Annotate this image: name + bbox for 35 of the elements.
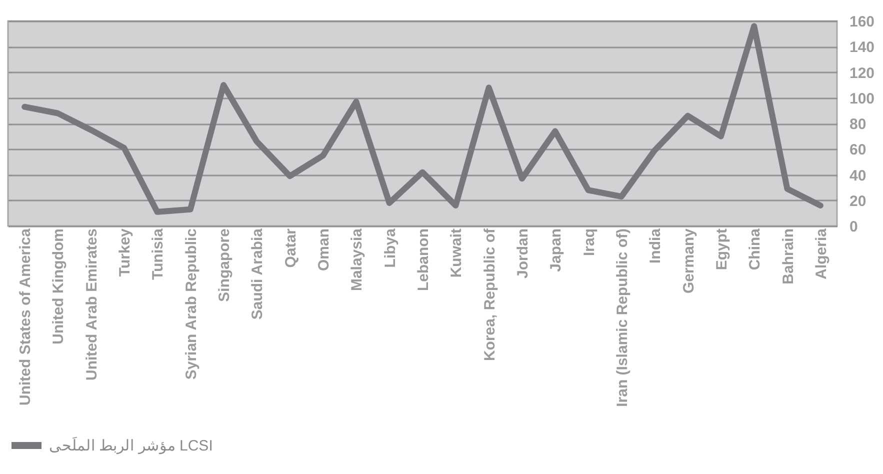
x-tick-label: Libya — [382, 228, 399, 268]
y-tick-label: 40 — [850, 167, 866, 184]
x-tick-label: Tunisia — [150, 228, 167, 280]
x-tick-label: Korea, Republic of — [481, 228, 498, 362]
x-tick-label: Germany — [680, 228, 698, 294]
x-tick-label: Egypt — [713, 228, 730, 270]
y-tick-label: 80 — [850, 116, 866, 133]
y-tick-label: 140 — [850, 39, 875, 56]
x-tick-label: Malaysia — [348, 228, 366, 292]
y-tick-label: 120 — [850, 64, 875, 82]
x-tick-label: Lebanon — [415, 228, 432, 291]
legend-label: مؤشر الربط الملَحى LCSI — [49, 436, 213, 454]
x-tick-label: Kuwait — [448, 228, 466, 278]
y-tick-label: 160 — [850, 14, 875, 30]
y-tick-label: 100 — [850, 90, 875, 108]
x-tick-label: India — [647, 228, 664, 264]
x-tick-label: United Kingdom — [50, 228, 68, 344]
x-tick-label: Bahrain — [780, 228, 797, 284]
x-tick-label: Saudi Arabia — [249, 228, 266, 320]
x-tick-label: Syrian Arab Republic — [182, 228, 200, 380]
x-tick-label: Singapore — [216, 228, 234, 302]
x-tick-label: United States of America — [17, 228, 34, 406]
x-tick-label: Japan — [548, 228, 565, 272]
y-tick-label: 20 — [850, 192, 866, 210]
x-tick-label: Jordan — [514, 228, 532, 279]
x-tick-label: Qatar — [282, 228, 300, 268]
x-tick-label: Iraq — [580, 228, 598, 256]
x-tick-label: Algeria — [812, 228, 830, 280]
x-tick-label: United Arab Emirates — [83, 228, 100, 380]
y-tick-label: 0 — [850, 218, 858, 236]
x-tick-label: China — [746, 228, 764, 270]
x-tick-label: Oman — [316, 228, 333, 272]
x-tick-label: Iran (Islamic Republic of) — [614, 228, 631, 407]
x-tick-label: Turkey — [116, 228, 134, 277]
y-tick-label: 60 — [850, 142, 866, 159]
